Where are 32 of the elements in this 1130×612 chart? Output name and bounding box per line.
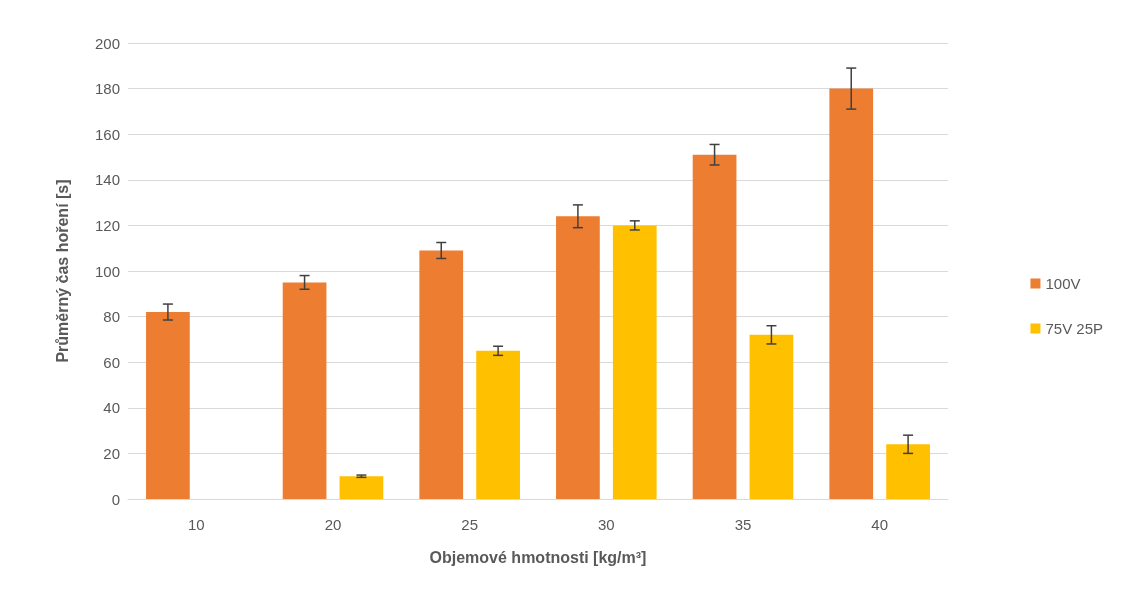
x-tick-label: 35 <box>734 516 752 533</box>
y-tick-label: 120 <box>94 216 120 234</box>
bar <box>829 88 874 499</box>
y-tick-label: 140 <box>94 171 120 189</box>
bar <box>749 334 794 499</box>
y-tick-label: 160 <box>94 125 120 143</box>
bar <box>692 154 737 499</box>
x-tick-label: 25 <box>461 516 479 533</box>
y-tick-label: 0 <box>111 490 120 508</box>
legend-label: 100V <box>1045 275 1081 292</box>
bar <box>146 312 190 499</box>
x-tick-label: 40 <box>871 516 889 533</box>
y-tick-label: 60 <box>103 353 120 371</box>
x-tick-label: 10 <box>187 516 205 533</box>
bar <box>476 350 520 499</box>
bar <box>886 444 930 499</box>
y-tick-label: 180 <box>94 80 120 98</box>
y-tick-label: 40 <box>103 399 120 417</box>
bar <box>339 476 384 499</box>
legend-label: 75V 25P <box>1045 320 1103 337</box>
bar <box>612 225 657 499</box>
y-tick-label: 200 <box>94 34 120 52</box>
bar <box>282 282 327 499</box>
bar <box>419 250 464 499</box>
y-tick-label: 80 <box>103 308 120 326</box>
y-tick-label: 100 <box>94 262 120 280</box>
y-tick-label: 20 <box>103 444 120 462</box>
bar <box>556 216 600 499</box>
y-axis-title: Průměrný čas hoření [s] <box>53 179 71 363</box>
x-axis-title: Objemové hmotnosti [kg/m³] <box>429 548 647 566</box>
x-tick-label: 20 <box>324 516 342 533</box>
x-tick-label: 30 <box>597 516 615 533</box>
